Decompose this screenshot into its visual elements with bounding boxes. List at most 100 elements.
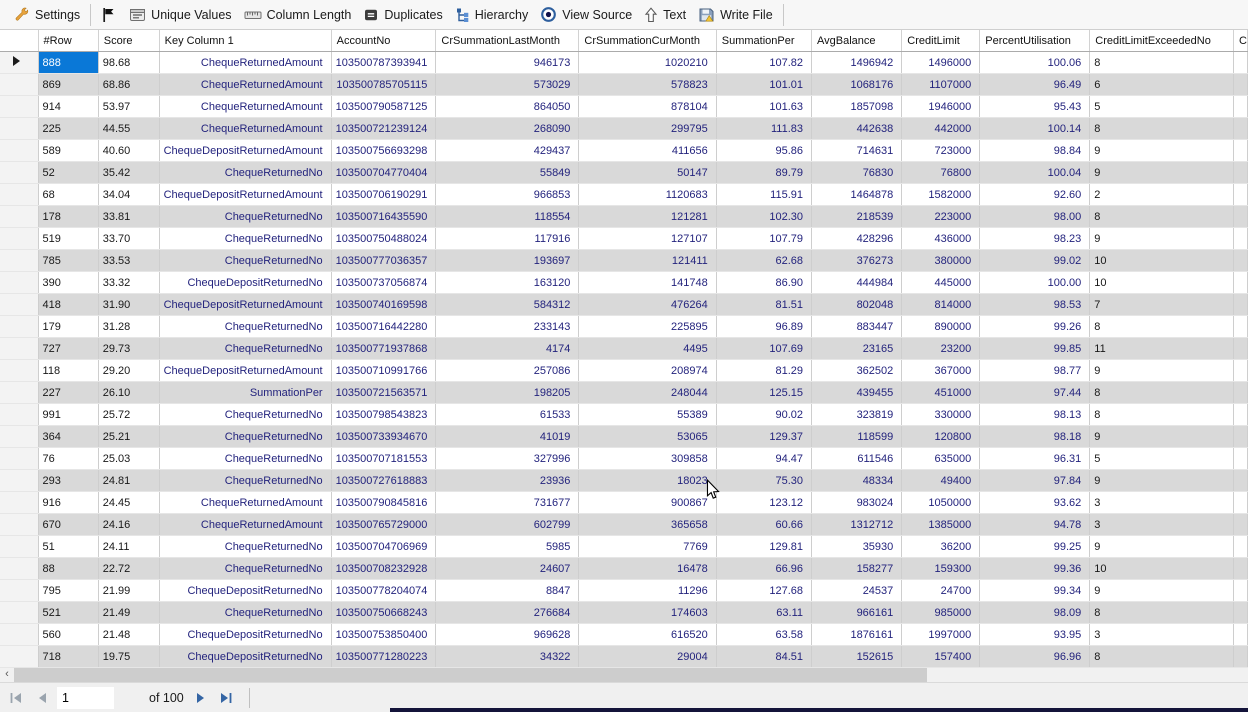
cell[interactable]: 714631 xyxy=(811,139,903,162)
cell[interactable]: 390 xyxy=(38,271,99,294)
cell[interactable]: 141748 xyxy=(578,271,717,294)
cell[interactable]: 100.04 xyxy=(979,161,1091,184)
cell[interactable]: 90.02 xyxy=(716,403,813,426)
cell[interactable]: ChequeReturnedNo xyxy=(159,403,332,426)
cell[interactable]: 97.44 xyxy=(979,381,1091,404)
cell[interactable]: 578823 xyxy=(578,73,717,96)
cell[interactable]: 916 xyxy=(38,491,99,514)
cell[interactable]: 118599 xyxy=(811,425,903,448)
cell[interactable]: 75.30 xyxy=(716,469,813,492)
cell[interactable]: 89.79 xyxy=(716,161,813,184)
cell[interactable]: 26.10 xyxy=(98,381,160,404)
cell[interactable]: 99.85 xyxy=(979,337,1091,360)
cell[interactable]: 103500704706969 xyxy=(331,535,437,558)
cell[interactable]: 95.86 xyxy=(716,139,813,162)
previous-page-button[interactable] xyxy=(32,689,50,707)
cell[interactable]: ChequeReturnedNo xyxy=(159,161,332,184)
cell[interactable]: 444984 xyxy=(811,271,903,294)
cell[interactable]: 276684 xyxy=(435,601,580,624)
cell[interactable]: 51 xyxy=(38,535,99,558)
cell[interactable]: 76800 xyxy=(901,161,981,184)
row-selector[interactable] xyxy=(0,183,39,206)
cell[interactable]: 29.73 xyxy=(98,337,160,360)
cell[interactable]: 55389 xyxy=(578,403,717,426)
cell[interactable]: 376273 xyxy=(811,249,903,272)
cell[interactable]: SummationPer xyxy=(159,381,332,404)
cell[interactable]: 44.55 xyxy=(98,117,160,140)
row-selector[interactable] xyxy=(0,403,39,426)
cell[interactable]: 34.04 xyxy=(98,183,160,206)
cell[interactable]: 362502 xyxy=(811,359,903,382)
cell[interactable]: 84.51 xyxy=(716,645,813,668)
cell[interactable]: 125.15 xyxy=(716,381,813,404)
cell[interactable]: 635000 xyxy=(901,447,981,470)
cell[interactable]: ChequeReturnedNo xyxy=(159,249,332,272)
cell[interactable]: 445000 xyxy=(901,271,981,294)
cell[interactable]: 293 xyxy=(38,469,99,492)
cell[interactable] xyxy=(1233,403,1248,426)
cell[interactable]: 1107000 xyxy=(901,73,981,96)
cell[interactable]: 118 xyxy=(38,359,99,382)
column-header-avgbalance[interactable]: AvgBalance xyxy=(811,30,903,52)
cell[interactable]: 99.02 xyxy=(979,249,1091,272)
cell[interactable]: 802048 xyxy=(811,293,903,316)
cell[interactable]: 1385000 xyxy=(901,513,981,536)
cell[interactable]: 8 xyxy=(1089,403,1234,426)
cell[interactable]: 98.13 xyxy=(979,403,1091,426)
cell[interactable]: 178 xyxy=(38,205,99,228)
row-selector[interactable] xyxy=(0,447,39,470)
cell[interactable]: 864050 xyxy=(435,95,580,118)
settings-button[interactable]: Settings xyxy=(8,4,86,26)
cell[interactable]: ChequeDepositReturnedAmount xyxy=(159,293,332,316)
row-selector-header[interactable] xyxy=(0,30,39,52)
cell[interactable]: 418 xyxy=(38,293,99,316)
column-header-accountno[interactable]: AccountNo xyxy=(331,30,437,52)
cell[interactable]: 888 xyxy=(38,51,99,74)
cell[interactable]: 966853 xyxy=(435,183,580,206)
row-selector[interactable] xyxy=(0,601,39,624)
cell[interactable]: 4495 xyxy=(578,337,717,360)
cell[interactable]: 19.75 xyxy=(98,645,160,668)
text-button[interactable]: Text xyxy=(638,4,692,26)
cell[interactable]: 24.81 xyxy=(98,469,160,492)
row-selector[interactable] xyxy=(0,337,39,360)
cell[interactable]: 152615 xyxy=(811,645,903,668)
row-selector[interactable] xyxy=(0,623,39,646)
cell[interactable]: 225895 xyxy=(578,315,717,338)
cell[interactable] xyxy=(1233,425,1248,448)
cell[interactable]: 602799 xyxy=(435,513,580,536)
cell[interactable]: 99.34 xyxy=(979,579,1091,602)
cell[interactable]: 670 xyxy=(38,513,99,536)
cell[interactable]: 24700 xyxy=(901,579,981,602)
cell[interactable]: 3 xyxy=(1089,623,1234,646)
cell[interactable]: ChequeReturnedAmount xyxy=(159,513,332,536)
column-header-crsummationlastmonth[interactable]: CrSummationLastMonth xyxy=(435,30,580,52)
cell[interactable]: 129.37 xyxy=(716,425,813,448)
cell[interactable]: 23200 xyxy=(901,337,981,360)
cell[interactable]: 120800 xyxy=(901,425,981,448)
row-selector[interactable] xyxy=(0,579,39,602)
cell[interactable]: 111.83 xyxy=(716,117,813,140)
cell[interactable]: 299795 xyxy=(578,117,717,140)
cell[interactable]: 731677 xyxy=(435,491,580,514)
cell[interactable]: ChequeReturnedNo xyxy=(159,535,332,558)
cell[interactable]: 103500707181553 xyxy=(331,447,437,470)
cell[interactable]: 323819 xyxy=(811,403,903,426)
cell[interactable] xyxy=(1233,249,1248,272)
cell[interactable]: 8 xyxy=(1089,117,1234,140)
cell[interactable]: 1068176 xyxy=(811,73,903,96)
cell[interactable] xyxy=(1233,601,1248,624)
cell[interactable]: 25.72 xyxy=(98,403,160,426)
cell[interactable]: 103500785705115 xyxy=(331,73,437,96)
cell[interactable]: 98.84 xyxy=(979,139,1091,162)
cell[interactable]: 98.23 xyxy=(979,227,1091,250)
cell[interactable]: 327996 xyxy=(435,447,580,470)
cell[interactable]: 60.66 xyxy=(716,513,813,536)
horizontal-scrollbar[interactable]: ‹ xyxy=(0,668,1248,682)
row-selector[interactable] xyxy=(0,73,39,96)
cell[interactable]: ChequeReturnedAmount xyxy=(159,51,332,74)
cell[interactable] xyxy=(1233,513,1248,536)
cell[interactable]: 93.95 xyxy=(979,623,1091,646)
cell[interactable]: 50147 xyxy=(578,161,717,184)
cell[interactable]: 103500790587125 xyxy=(331,95,437,118)
